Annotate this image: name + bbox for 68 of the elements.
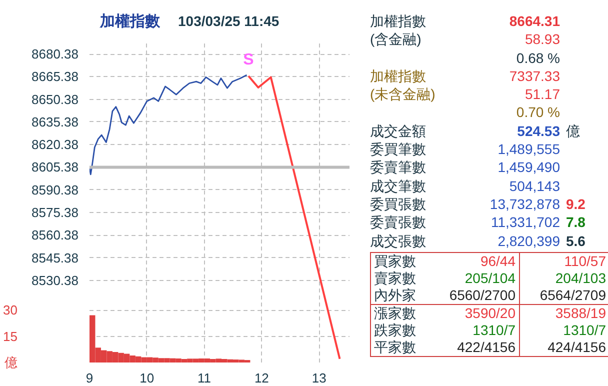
text: 5.6 [565,232,586,250]
text: 504,143 [508,176,560,195]
text: 內外家 [373,286,417,304]
text: 委賣筆數 [370,158,427,177]
text: (含金融) [370,30,422,49]
text: 424/4156 [546,338,607,356]
text: 加權指數 [370,12,427,30]
text: 9.2 [565,194,586,214]
text: 1310/7 [562,322,607,339]
x-tick-label: 12 [254,370,269,386]
text: 平家數 [373,338,417,356]
text: 委買筆數 [370,140,427,158]
text: 7.8 [565,213,586,232]
y-tick-label: 8560.38 [32,228,79,243]
chart-title: 加權指數 [100,13,160,30]
text: 買家數 [373,252,417,270]
y-tick-label: 8650.38 [32,92,79,107]
y-tick-label: 8545.38 [32,250,79,266]
text: 422/4156 [429,338,519,356]
y2-tick-label: 30 [3,302,18,318]
text: 3590/20 [429,304,519,322]
text: 委買張數 [370,194,427,214]
text: 7337.33 [508,66,560,86]
text: 億 [565,122,581,140]
y2-tick-label: 15 [3,328,18,344]
x-tick-label: 13 [312,370,326,386]
text: 58.93 [524,30,560,49]
text: 8664.31 [508,12,560,30]
text: 51.17 [524,85,560,104]
text: 204/103 [554,270,607,287]
y-tick-label: 8680.38 [32,46,79,62]
chart-subtitle: 103/03/25 11:45 [178,13,280,29]
text: 成交金額 [370,122,427,140]
y-tick-label: 8635.38 [32,114,79,130]
text: 110/57 [563,252,607,270]
text: 0.70 % [515,103,560,122]
text: 3588/19 [519,304,608,322]
text: 6564/2709 [538,286,607,304]
text: 96/44 [429,252,519,270]
text: 11,331,702 [490,213,560,232]
x-tick-label: 11 [198,370,212,386]
y-tick-label: 8665.38 [32,69,79,84]
y-tick-label: 8590.38 [32,182,79,198]
text: 成交張數 [370,232,427,250]
x-tick-label: 9 [86,370,94,386]
text: 賣家數 [373,270,417,287]
y2-tick-label: 億 [4,355,18,370]
y-tick-label: 8620.38 [32,137,79,152]
y-tick-label: 8575.38 [32,204,79,220]
text: 漲家數 [370,304,430,322]
text: 成交筆數 [370,176,427,195]
text: 跌家數 [373,322,417,339]
y-tick-label: 8530.38 [32,272,79,288]
text: 1310/7 [429,322,519,339]
text: 委賣張數 [370,213,427,232]
x-tick-label: 10 [140,370,154,386]
y-tick-label: 8605.38 [32,160,79,175]
text: 205/104 [429,270,519,287]
text: (未含金融) [370,85,436,104]
text: 0.68 % [515,48,560,67]
text: 1,459,490 [496,158,560,177]
text: 加權指數 [370,66,427,86]
text: 6560/2700 [429,286,519,304]
text: 1,489,555 [496,140,560,158]
text: 13,732,878 [488,194,560,214]
annotation: S [243,52,254,69]
text: 524.53 [516,122,560,140]
text: 2,820,399 [496,232,560,250]
